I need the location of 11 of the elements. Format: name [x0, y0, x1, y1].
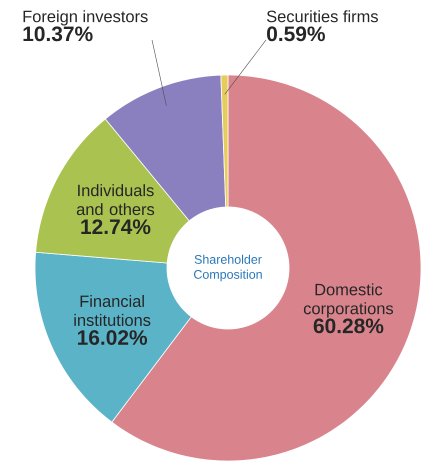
- slice-label: Foreign investors: [24, 10, 148, 26]
- data-label: 16.02%: [78, 330, 148, 345]
- slice-label: Individuals and others: [76, 184, 154, 216]
- data-label: 12.74%: [81, 219, 150, 234]
- slice-label: Securities firms: [266, 10, 378, 22]
- data-label: 10.37%: [24, 26, 93, 42]
- data-label: 0.59%: [267, 26, 325, 42]
- data-label: 60.28%: [314, 318, 384, 334]
- text: Shareholder Composition: [194, 254, 262, 282]
- slice-label: Financial institutions: [74, 294, 150, 326]
- slice-label: Domestic corporations: [304, 283, 394, 318]
